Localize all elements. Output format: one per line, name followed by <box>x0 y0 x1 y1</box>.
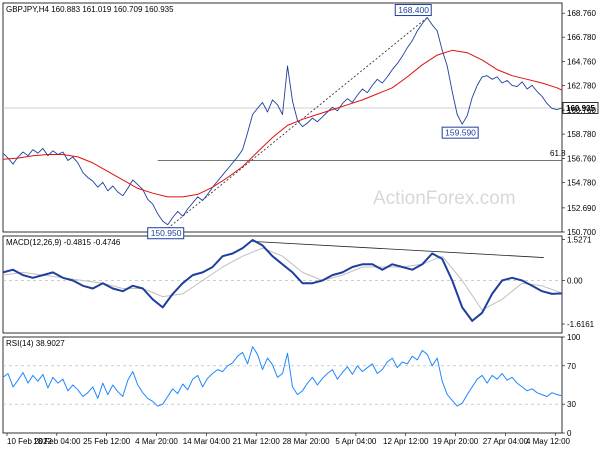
panel-price-frame <box>2 2 563 233</box>
panel-price-ytick-label: 154.780 <box>567 179 596 188</box>
watermark-text: ActionForex.com <box>373 188 516 209</box>
panel-macd-ytick-label: 0.00 <box>567 276 583 285</box>
macd-series-signal <box>2 247 563 311</box>
panel-price-ytick-label: 164.760 <box>567 58 596 67</box>
panel-price-ytick-label: 150.700 <box>567 228 596 237</box>
panel-rsi-frame <box>2 336 563 434</box>
annotation-text-1: 150.950 <box>151 228 182 238</box>
xtick-label: 4 May 12:00 <box>526 437 571 446</box>
panel-price-ytick-label: 168.760 <box>567 9 596 18</box>
price-series-price <box>2 17 563 226</box>
panel-rsi-ytick-label: 30 <box>567 400 576 409</box>
last-price-tag-text: 160.935 <box>566 104 595 113</box>
panel-price-ytick-label: 152.690 <box>567 204 596 213</box>
annotation-box-0 <box>394 4 432 17</box>
xtick-label: 12 Apr 12:00 <box>383 437 429 446</box>
xtick-label: 19 Apr 20:00 <box>433 437 479 446</box>
panel-price-ytick-label: 166.780 <box>567 33 596 42</box>
xtick-label: 5 Apr 04:00 <box>335 437 376 446</box>
panel-rsi-ytick-label: 0 <box>567 429 572 438</box>
xtick-label: 4 Mar 20:00 <box>135 437 178 446</box>
panel-rsi-ytick-label: 70 <box>567 362 576 371</box>
macd-trend-line-0 <box>252 240 544 258</box>
panel-macd-header: MACD(12,26,9) -0.4815 -0.4746 <box>6 238 121 247</box>
annotation-text-2: 159.590 <box>445 128 476 138</box>
panel-rsi-header: RSI(14) 38.9027 <box>6 339 65 348</box>
panel-price-ytick-label: 156.760 <box>567 155 596 164</box>
xtick-label: 14 Mar 04:00 <box>183 437 231 446</box>
annotation-box-2 <box>441 126 479 139</box>
xtick-label: 25 Feb 12:00 <box>83 437 131 446</box>
panel-price-ytick-label: 160.760 <box>567 106 596 115</box>
panel-macd-frame <box>2 235 563 334</box>
last-price-tag-box <box>562 102 599 114</box>
panel-price-header: GBPJPY,H4 160.883 161.019 160.709 160.93… <box>6 5 174 14</box>
xtick-label: 21 Mar 12:00 <box>233 437 281 446</box>
panel-price-ytick-label: 158.780 <box>567 130 596 139</box>
xtick-label: 27 Apr 04:00 <box>483 437 529 446</box>
panel-price-ytick-label: 162.780 <box>567 82 596 91</box>
panel-macd-ytick-label: -1.6161 <box>567 320 595 329</box>
panel-macd-ytick-label: 1.5271 <box>567 235 592 244</box>
macd-series-macd <box>2 239 563 322</box>
xtick-label: 28 Mar 20:00 <box>282 437 330 446</box>
annotation-box-1 <box>147 227 185 240</box>
annotation-fib-label: 61.8 <box>550 149 566 158</box>
panel-rsi-ytick-label: 100 <box>567 333 581 342</box>
xtick-label: 18 Feb 04:00 <box>33 437 81 446</box>
rsi-series-rsi <box>2 346 563 407</box>
price-series-moving-average <box>2 49 563 198</box>
annotation-text-0: 168.400 <box>398 5 429 15</box>
xtick-label: 10 Feb 2022 <box>7 437 52 446</box>
